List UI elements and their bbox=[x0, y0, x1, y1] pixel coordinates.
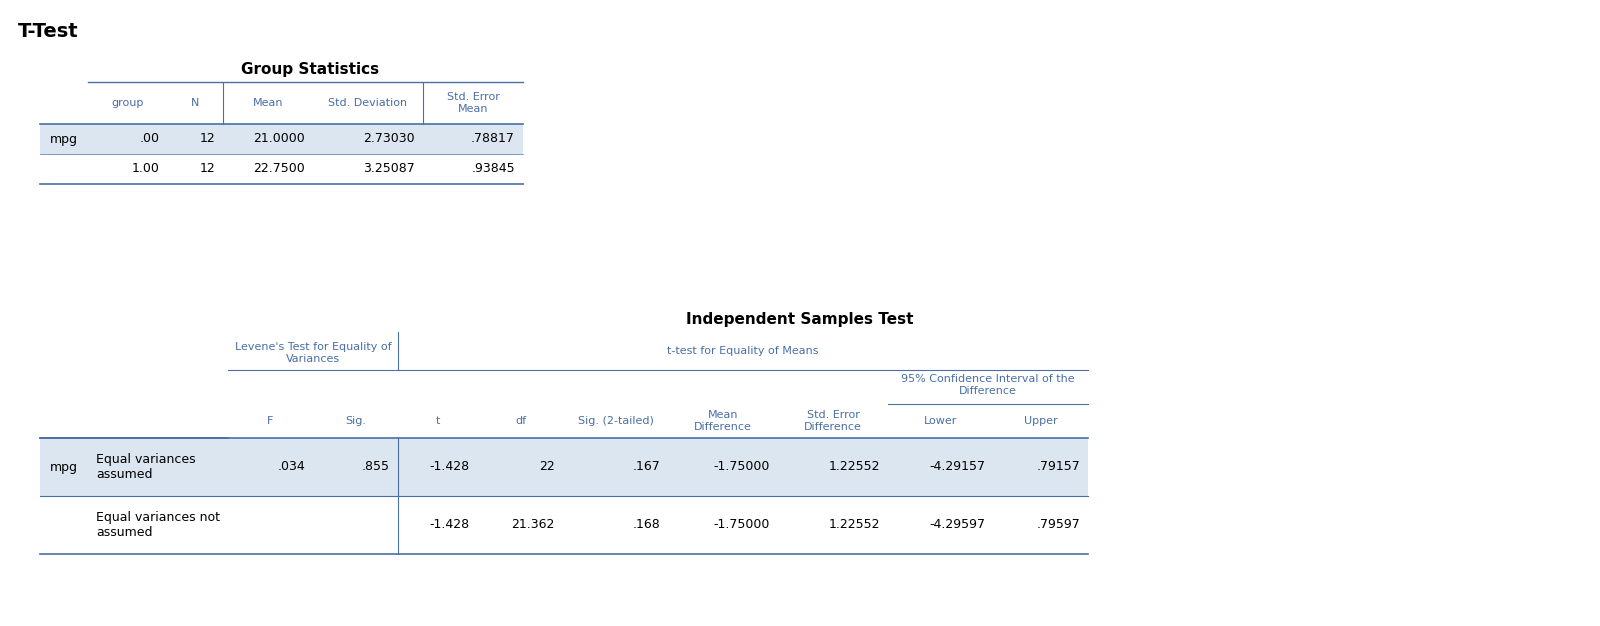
Text: assumed: assumed bbox=[96, 525, 152, 538]
Text: mpg: mpg bbox=[50, 133, 78, 145]
Text: 3.25087: 3.25087 bbox=[363, 163, 414, 175]
Text: .168: .168 bbox=[632, 518, 661, 531]
Text: .79157: .79157 bbox=[1037, 461, 1080, 473]
Text: Equal variances: Equal variances bbox=[96, 453, 195, 466]
Text: Upper: Upper bbox=[1024, 416, 1058, 426]
Text: -1.428: -1.428 bbox=[430, 461, 470, 473]
Text: 95% Confidence Interval of the: 95% Confidence Interval of the bbox=[901, 374, 1075, 384]
Text: 1.22552: 1.22552 bbox=[829, 461, 880, 473]
Text: 2.73030: 2.73030 bbox=[363, 133, 414, 145]
Bar bbox=[40, 124, 523, 154]
Text: 22: 22 bbox=[539, 461, 555, 473]
Text: .79597: .79597 bbox=[1037, 518, 1080, 531]
Text: Sig.: Sig. bbox=[346, 416, 366, 426]
Text: Group Statistics: Group Statistics bbox=[242, 62, 379, 77]
Text: mpg: mpg bbox=[50, 461, 78, 473]
Text: .78817: .78817 bbox=[470, 133, 515, 145]
Text: .167: .167 bbox=[632, 461, 661, 473]
Text: t-test for Equality of Means: t-test for Equality of Means bbox=[667, 346, 819, 356]
Bar bbox=[40, 154, 523, 184]
Text: Lower: Lower bbox=[923, 416, 957, 426]
Text: Std. Deviation: Std. Deviation bbox=[328, 98, 408, 108]
Text: Mean: Mean bbox=[707, 410, 738, 420]
Text: N: N bbox=[192, 98, 200, 108]
Text: .855: .855 bbox=[362, 461, 390, 473]
Text: t: t bbox=[435, 416, 440, 426]
Text: Std. Error: Std. Error bbox=[806, 410, 859, 420]
Text: Difference: Difference bbox=[805, 422, 862, 432]
Text: 21.0000: 21.0000 bbox=[253, 133, 306, 145]
Bar bbox=[40, 438, 1088, 496]
Text: Std. Error: Std. Error bbox=[446, 92, 499, 102]
Text: Difference: Difference bbox=[958, 386, 1018, 396]
Text: 12: 12 bbox=[200, 163, 214, 175]
Text: group: group bbox=[112, 98, 144, 108]
Text: Equal variances not: Equal variances not bbox=[96, 511, 221, 525]
Text: Levene's Test for Equality of: Levene's Test for Equality of bbox=[235, 342, 392, 352]
Text: 12: 12 bbox=[200, 133, 214, 145]
Text: Variances: Variances bbox=[286, 354, 341, 364]
Text: 1.22552: 1.22552 bbox=[829, 518, 880, 531]
Text: .00: .00 bbox=[141, 133, 160, 145]
Text: Sig. (2-tailed): Sig. (2-tailed) bbox=[578, 416, 653, 426]
Text: Difference: Difference bbox=[694, 422, 752, 432]
Text: .034: .034 bbox=[277, 461, 306, 473]
Text: assumed: assumed bbox=[96, 468, 152, 481]
Text: Mean: Mean bbox=[253, 98, 283, 108]
Bar bbox=[40, 496, 1088, 554]
Text: T-Test: T-Test bbox=[18, 22, 78, 41]
Text: 1.00: 1.00 bbox=[133, 163, 160, 175]
Text: F: F bbox=[267, 416, 274, 426]
Text: Independent Samples Test: Independent Samples Test bbox=[686, 312, 914, 327]
Text: .93845: .93845 bbox=[472, 163, 515, 175]
Text: -1.75000: -1.75000 bbox=[714, 518, 770, 531]
Text: df: df bbox=[515, 416, 526, 426]
Text: 22.7500: 22.7500 bbox=[253, 163, 306, 175]
Text: -4.29597: -4.29597 bbox=[930, 518, 986, 531]
Text: -1.428: -1.428 bbox=[430, 518, 470, 531]
Text: -4.29157: -4.29157 bbox=[930, 461, 986, 473]
Text: 21.362: 21.362 bbox=[512, 518, 555, 531]
Text: -1.75000: -1.75000 bbox=[714, 461, 770, 473]
Text: Mean: Mean bbox=[458, 104, 488, 114]
